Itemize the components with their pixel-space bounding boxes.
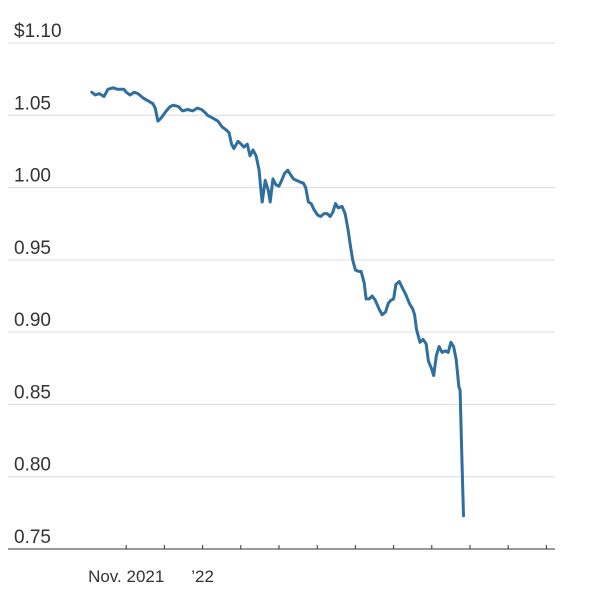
y-tick-label-1: 1.05 [14,93,51,114]
y-tick-label-7: 0.75 [14,527,51,548]
x-tick-label-2: ’22 [191,567,214,586]
x-axis-tick-labels: Nov. 2021 ’22 [88,567,214,586]
series-line-0 [90,86,465,518]
y-tick-label-6: 0.80 [14,455,51,476]
y-tick-label-3: 0.95 [14,238,51,259]
y-tick-label-5: 0.85 [14,382,51,403]
y-tick-label-4: 0.90 [14,310,51,331]
y-tick-label-2: 1.00 [14,166,51,187]
x-axis-ticks [125,545,547,549]
gridlines [8,42,555,478]
y-tick-label-0: $1.10 [14,21,62,42]
y-axis-tick-labels: $1.10 1.05 1.00 0.95 0.90 0.85 0.80 0.75 [14,21,62,548]
series-layer [90,86,465,518]
x-tick-label-0: Nov. 2021 [88,567,164,586]
